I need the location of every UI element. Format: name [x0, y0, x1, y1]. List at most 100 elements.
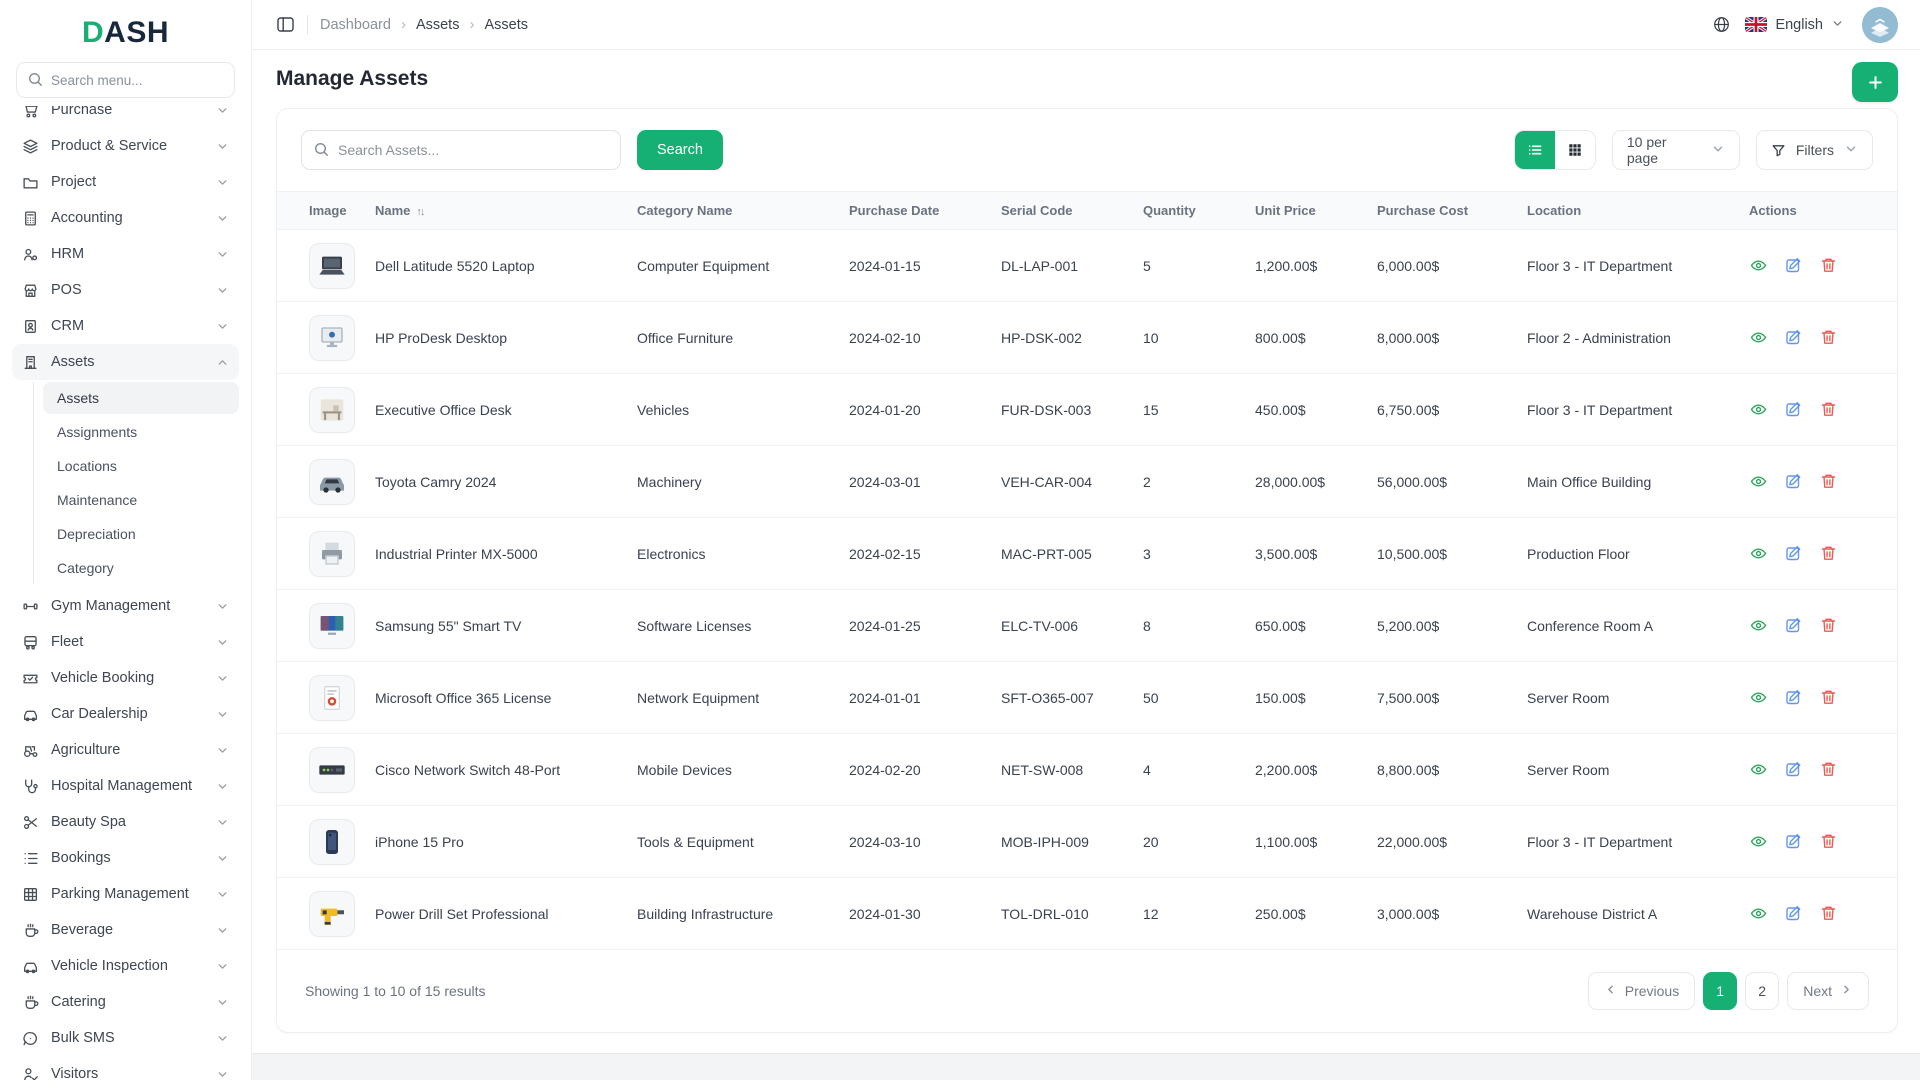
delete-button[interactable]: [1819, 256, 1839, 276]
view-button[interactable]: [1749, 256, 1769, 276]
sidebar-item-purchase[interactable]: Purchase: [12, 106, 239, 128]
sidebar-subitem-assets[interactable]: Assets: [43, 382, 239, 414]
view-button[interactable]: [1749, 760, 1769, 780]
breadcrumb-dashboard[interactable]: Dashboard: [320, 17, 391, 33]
sidebar-item-parking-management[interactable]: Parking Management: [12, 876, 239, 912]
view-button[interactable]: [1749, 472, 1769, 492]
delete-button[interactable]: [1819, 760, 1839, 780]
ticket-icon: [22, 670, 39, 687]
sidebar-toggle-icon[interactable]: [276, 15, 295, 34]
globe-icon[interactable]: [1712, 15, 1731, 34]
cell-category: Electronics: [627, 518, 839, 590]
delete-button[interactable]: [1819, 904, 1839, 924]
sidebar-subitem-category[interactable]: Category: [43, 552, 239, 584]
edit-button[interactable]: [1784, 904, 1804, 924]
breadcrumb-assets[interactable]: Assets: [416, 17, 460, 33]
sidebar-item-vehicle-booking[interactable]: Vehicle Booking: [12, 660, 239, 696]
filters-button[interactable]: Filters: [1756, 130, 1873, 170]
view-button[interactable]: [1749, 400, 1769, 420]
sidebar-item-project[interactable]: Project: [12, 164, 239, 200]
idcard-icon: [22, 318, 39, 335]
sidebar-item-hrm[interactable]: HRM: [12, 236, 239, 272]
page-button-2[interactable]: 2: [1745, 972, 1779, 1010]
edit-button[interactable]: [1784, 256, 1804, 276]
delete-button[interactable]: [1819, 400, 1839, 420]
list-view-button[interactable]: [1515, 131, 1555, 169]
delete-button[interactable]: [1819, 544, 1839, 564]
table-body: Dell Latitude 5520 LaptopComputer Equipm…: [277, 230, 1897, 950]
cell-qty: 3: [1133, 518, 1245, 590]
sidebar-subitem-locations[interactable]: Locations: [43, 450, 239, 482]
sidebar-search-input[interactable]: [16, 62, 235, 98]
sidebar-item-beauty-spa[interactable]: Beauty Spa: [12, 804, 239, 840]
sidebar-item-catering[interactable]: Catering: [12, 984, 239, 1020]
sidebar-item-assets[interactable]: Assets: [12, 344, 239, 380]
edit-button[interactable]: [1784, 400, 1804, 420]
cup-icon: [22, 994, 39, 1011]
cup-icon: [22, 922, 39, 939]
sidebar-item-gym-management[interactable]: Gym Management: [12, 588, 239, 624]
grid-icon: [1567, 142, 1583, 158]
view-button[interactable]: [1749, 328, 1769, 348]
delete-button[interactable]: [1819, 472, 1839, 492]
avatar[interactable]: [1862, 7, 1898, 43]
sidebar-item-vehicle-inspection[interactable]: Vehicle Inspection: [12, 948, 239, 984]
per-page-select[interactable]: 10 per page: [1612, 130, 1740, 170]
edit-button[interactable]: [1784, 688, 1804, 708]
search-button[interactable]: Search: [637, 130, 723, 170]
edit-button[interactable]: [1784, 472, 1804, 492]
next-page-button[interactable]: Next: [1787, 972, 1869, 1010]
sidebar-item-label: Visitors: [51, 1066, 204, 1080]
sidebar-item-product-service[interactable]: Product & Service: [12, 128, 239, 164]
sidebar-item-accounting[interactable]: Accounting: [12, 200, 239, 236]
asset-thumbnail: [309, 387, 355, 433]
cell-location: Floor 2 - Administration: [1517, 302, 1739, 374]
edit-button[interactable]: [1784, 544, 1804, 564]
cell-date: 2024-02-10: [839, 302, 991, 374]
sidebar-item-label: Fleet: [51, 634, 204, 650]
asset-search-input[interactable]: [301, 130, 621, 170]
chevron-down-icon: [216, 284, 229, 297]
eye-icon: [1749, 904, 1768, 924]
edit-button[interactable]: [1784, 760, 1804, 780]
delete-button[interactable]: [1819, 616, 1839, 636]
sidebar-subitem-assignments[interactable]: Assignments: [43, 416, 239, 448]
sidebar-item-pos[interactable]: POS: [12, 272, 239, 308]
delete-button[interactable]: [1819, 688, 1839, 708]
sidebar-item-visitors[interactable]: Visitors: [12, 1056, 239, 1080]
cell-serial: DL-LAP-001: [991, 230, 1133, 302]
previous-page-button[interactable]: Previous: [1588, 972, 1695, 1010]
funnel-icon: [1771, 143, 1786, 158]
edit-pencil-icon: [1784, 904, 1803, 924]
sidebar-item-car-dealership[interactable]: Car Dealership: [12, 696, 239, 732]
view-button[interactable]: [1749, 544, 1769, 564]
delete-button[interactable]: [1819, 832, 1839, 852]
column-header-name[interactable]: Name↑↓: [365, 192, 627, 230]
edit-button[interactable]: [1784, 832, 1804, 852]
edit-button[interactable]: [1784, 328, 1804, 348]
language-selector[interactable]: English: [1745, 17, 1844, 33]
sidebar-subitem-maintenance[interactable]: Maintenance: [43, 484, 239, 516]
sidebar-item-hospital-management[interactable]: Hospital Management: [12, 768, 239, 804]
add-asset-button[interactable]: [1852, 62, 1898, 102]
grid-view-button[interactable]: [1555, 131, 1595, 169]
view-button[interactable]: [1749, 904, 1769, 924]
page-button-1[interactable]: 1: [1703, 972, 1737, 1010]
brand-logo-rest: ASH: [104, 16, 169, 49]
edit-button[interactable]: [1784, 616, 1804, 636]
cell-unit_price: 450.00$: [1245, 374, 1367, 446]
sidebar-item-agriculture[interactable]: Agriculture: [12, 732, 239, 768]
sidebar-item-beverage[interactable]: Beverage: [12, 912, 239, 948]
view-button[interactable]: [1749, 832, 1769, 852]
sidebar-item-bookings[interactable]: Bookings: [12, 840, 239, 876]
sort-icon[interactable]: ↑↓: [416, 206, 423, 218]
view-button[interactable]: [1749, 688, 1769, 708]
delete-button[interactable]: [1819, 328, 1839, 348]
sidebar-item-bulk-sms[interactable]: Bulk SMS: [12, 1020, 239, 1056]
sidebar-subitem-depreciation[interactable]: Depreciation: [43, 518, 239, 550]
trash-icon: [1819, 688, 1838, 708]
sidebar-item-crm[interactable]: CRM: [12, 308, 239, 344]
sidebar-item-fleet[interactable]: Fleet: [12, 624, 239, 660]
view-button[interactable]: [1749, 616, 1769, 636]
app-root: DASH PurchaseProduct & ServiceProjectAcc…: [0, 0, 1920, 1080]
